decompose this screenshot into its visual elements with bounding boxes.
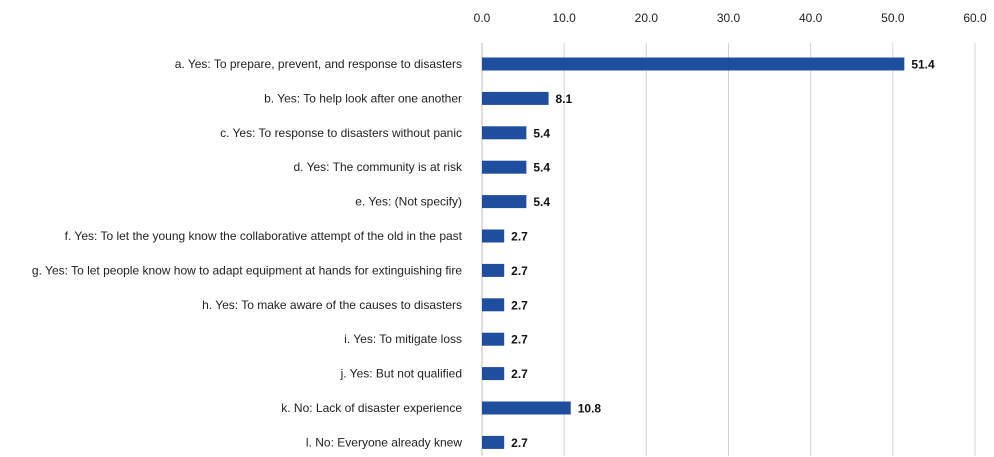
data-label: 51.4 xyxy=(911,58,935,72)
data-label: 2.7 xyxy=(511,333,528,347)
data-label: 2.7 xyxy=(511,264,528,278)
gridlines xyxy=(481,43,976,456)
bar xyxy=(482,57,905,71)
category-label: a. Yes: To prepare, prevent, and respons… xyxy=(175,57,462,71)
bar xyxy=(482,435,505,449)
bars xyxy=(482,57,905,449)
data-label: 8.1 xyxy=(556,92,573,106)
data-label: 2.7 xyxy=(511,367,528,381)
x-axis-ticks: 0.0 10.0 20.0 30.0 40.0 50.0 60.0 xyxy=(474,11,987,25)
bar xyxy=(482,126,527,140)
bar xyxy=(482,298,505,312)
category-labels: a. Yes: To prepare, prevent, and respons… xyxy=(32,57,463,449)
bar xyxy=(482,91,549,105)
category-label: k. No: Lack of disaster experience xyxy=(281,401,462,415)
data-label: 2.7 xyxy=(511,298,528,312)
x-tick-label: 0.0 xyxy=(474,11,491,25)
category-label: f. Yes: To let the young know the collab… xyxy=(65,229,463,243)
category-label: e. Yes: (Not specify) xyxy=(355,195,462,209)
category-label: c. Yes: To response to disasters without… xyxy=(220,126,462,140)
bar xyxy=(482,195,527,209)
bar xyxy=(482,263,505,277)
bar xyxy=(482,229,505,243)
x-tick-label: 60.0 xyxy=(963,11,987,25)
category-label: g. Yes: To let people know how to adapt … xyxy=(32,263,462,277)
data-label: 10.8 xyxy=(578,402,602,416)
category-label: b. Yes: To help look after one another xyxy=(264,91,462,105)
data-label: 5.4 xyxy=(533,195,550,209)
category-label: l. No: Everyone already knew xyxy=(306,435,462,449)
data-label: 2.7 xyxy=(511,230,528,244)
category-label: j. Yes: But not qualified xyxy=(340,367,462,381)
data-labels: 51.4 8.1 5.4 5.4 5.4 2.7 2.7 2.7 2.7 2.7 10.8 2.7 xyxy=(511,58,935,450)
category-label: h. Yes: To make aware of the causes to d… xyxy=(202,298,462,312)
x-tick-label: 30.0 xyxy=(717,11,741,25)
category-label: i. Yes: To mitigate loss xyxy=(344,332,462,346)
bar xyxy=(482,332,505,346)
bar xyxy=(482,401,571,415)
x-tick-label: 40.0 xyxy=(799,11,823,25)
bar xyxy=(482,367,505,381)
data-label: 5.4 xyxy=(533,126,550,140)
category-label: d. Yes: The community is at risk xyxy=(293,160,463,174)
x-tick-label: 50.0 xyxy=(881,11,905,25)
x-tick-label: 10.0 xyxy=(552,11,576,25)
bar xyxy=(482,160,527,174)
data-label: 5.4 xyxy=(533,161,550,175)
data-label: 2.7 xyxy=(511,436,528,450)
x-tick-label: 20.0 xyxy=(635,11,659,25)
